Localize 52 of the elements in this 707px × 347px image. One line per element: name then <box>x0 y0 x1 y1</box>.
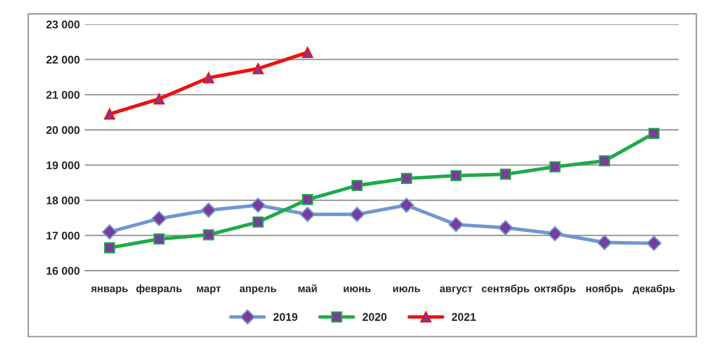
point <box>104 242 116 254</box>
point <box>104 108 116 120</box>
point <box>302 46 314 58</box>
point <box>203 229 214 240</box>
point <box>154 93 165 104</box>
point <box>152 211 167 226</box>
x-tick-label: апрель <box>240 286 276 294</box>
x-tick-label: сентябрь <box>482 284 530 294</box>
x-tick-label: июль <box>393 286 420 292</box>
y-tick-label: 20 000 <box>46 126 80 134</box>
x-tick-label: август <box>440 286 472 294</box>
x-tick-label: февраль <box>136 284 182 294</box>
point <box>398 198 414 213</box>
x-tick-label: октябрь <box>534 284 576 294</box>
y-tick-label: 22 000 <box>46 56 80 64</box>
x-tick-label: март <box>196 286 221 294</box>
x-tick-label: январь <box>90 286 128 294</box>
point <box>450 170 462 182</box>
legend-label: 2020 <box>362 313 387 321</box>
y-tick-label: 18 000 <box>46 196 80 204</box>
point <box>154 233 165 245</box>
point <box>646 236 662 251</box>
y-tick-label: 19 000 <box>46 161 80 170</box>
point <box>400 172 412 184</box>
y-tick-label: 16 000 <box>46 266 80 275</box>
point <box>500 168 512 180</box>
point <box>349 206 365 222</box>
x-tick-label: декабрь <box>632 284 675 294</box>
y-tick-label: 23 000 <box>46 20 80 28</box>
point <box>448 216 464 232</box>
point <box>200 202 216 218</box>
point <box>300 206 316 222</box>
point <box>102 224 118 240</box>
point <box>648 128 660 139</box>
legend-label: 2021 <box>452 313 476 321</box>
point <box>302 194 314 206</box>
point <box>203 72 214 84</box>
point <box>252 216 264 228</box>
legend-label: 2019 <box>273 313 298 321</box>
point <box>252 63 264 74</box>
point <box>498 220 514 236</box>
point <box>547 226 563 242</box>
point <box>250 198 266 213</box>
x-tick-label: ноябрь <box>586 284 623 294</box>
point <box>598 155 610 166</box>
y-tick-label: 21 000 <box>46 90 80 99</box>
x-tick-label: июнь <box>344 286 371 292</box>
point <box>549 161 561 172</box>
x-tick-label: май <box>298 284 317 292</box>
point <box>596 234 612 250</box>
y-tick-label: 17 000 <box>46 232 80 240</box>
point <box>351 180 363 192</box>
